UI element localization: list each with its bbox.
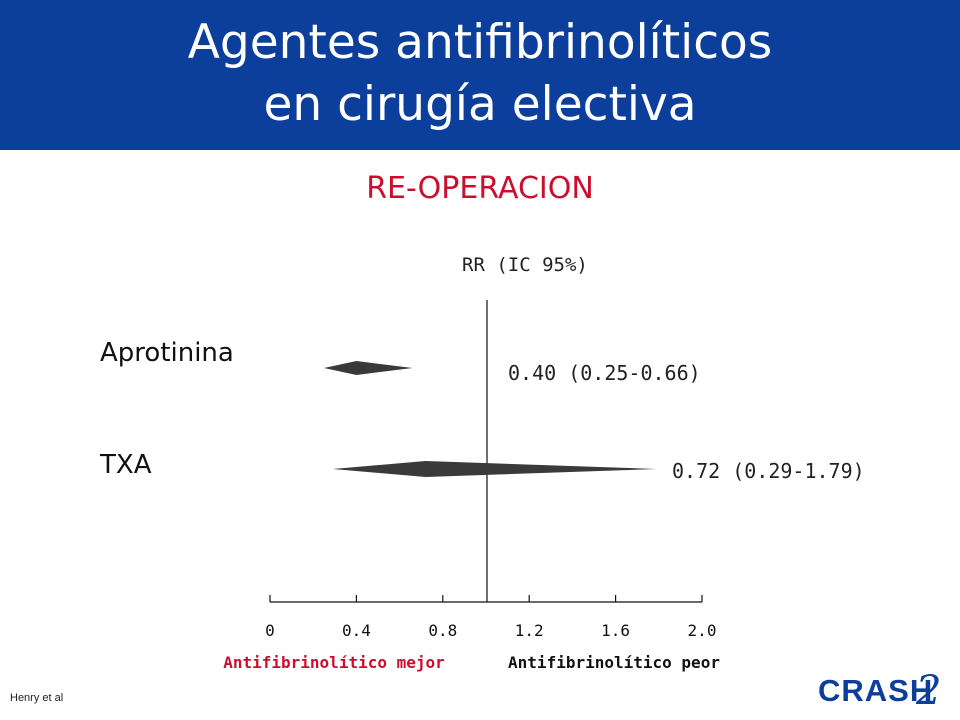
title-line-1: Agentes antifibrinolíticos <box>187 15 773 70</box>
ci-text-txa: 0.72 (0.29-1.79) <box>672 459 865 483</box>
x-tick-label: 0.4 <box>342 621 371 640</box>
x-tick-label: 0 <box>265 621 275 640</box>
rr-column-header: RR (IC 95%) <box>462 254 588 276</box>
x-axis-label-worse: Antifibrinolítico peor <box>508 653 720 672</box>
row-label-txa: TXA <box>100 450 152 480</box>
logo-text: CRASH <box>818 673 933 708</box>
x-tick-label: 1.2 <box>515 621 544 640</box>
logo-numeral: 2 <box>915 668 941 714</box>
x-tick-label: 1.6 <box>601 621 630 640</box>
crash2-logo: CRASH 2 <box>818 668 941 714</box>
chart-subtitle: RE-OPERACION <box>366 171 594 206</box>
title-line-2: en cirugía electiva <box>263 77 697 132</box>
x-tick-label: 2.0 <box>688 621 717 640</box>
citation: Henry et al <box>10 692 64 704</box>
diamond-txa <box>332 461 657 477</box>
ci-text-aprotinina: 0.40 (0.25-0.66) <box>508 361 701 385</box>
title-banner <box>0 0 960 150</box>
row-label-aprotinina: Aprotinina <box>100 338 234 368</box>
diamond-aprotinina <box>324 361 413 375</box>
x-tick-label: 0.8 <box>428 621 457 640</box>
x-axis-label-better: Antifibrinolítico mejor <box>223 653 445 672</box>
